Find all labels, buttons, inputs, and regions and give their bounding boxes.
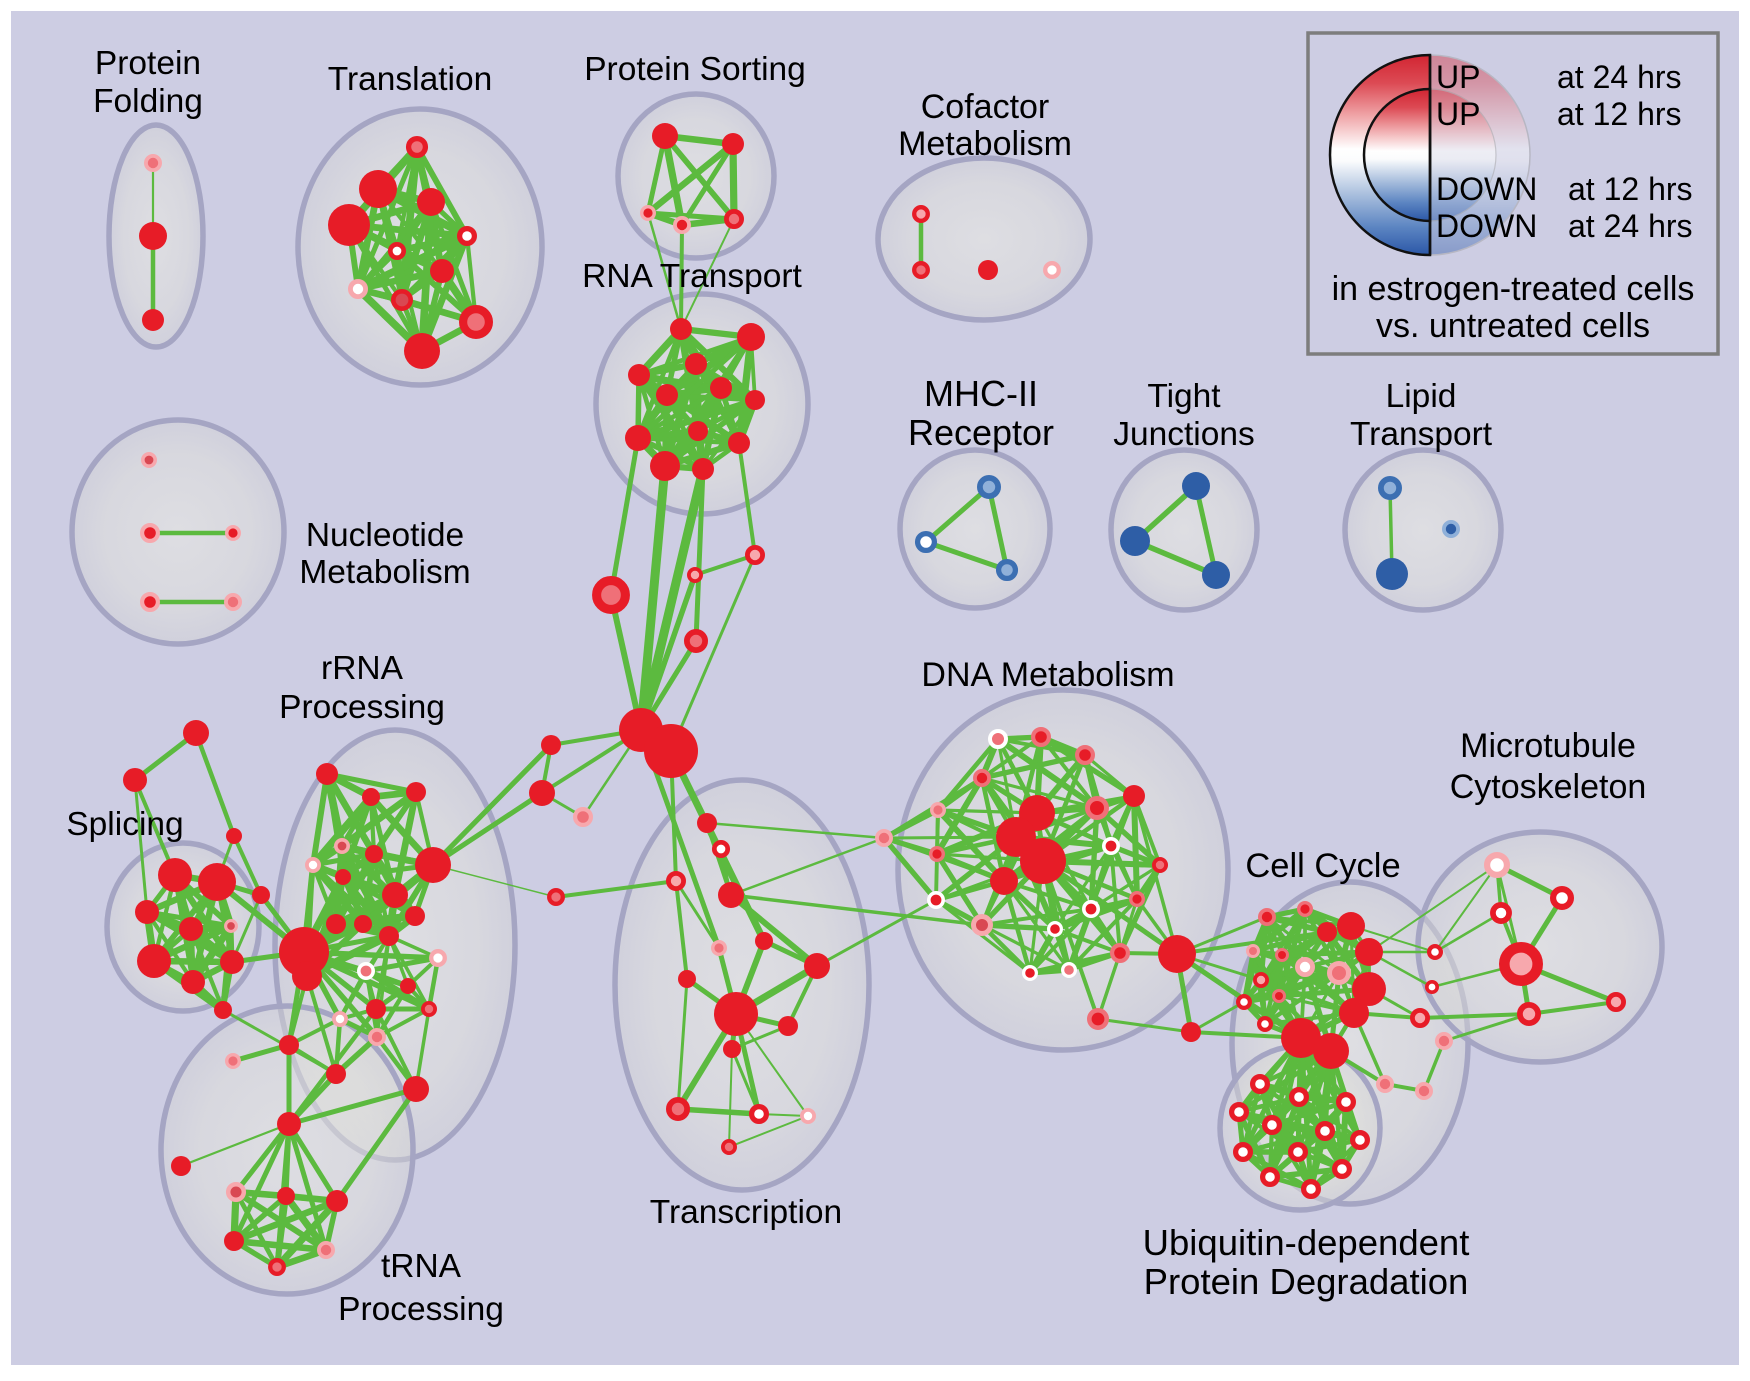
svg-text:Junctions: Junctions <box>1113 416 1255 453</box>
svg-text:Processing: Processing <box>338 1291 504 1328</box>
svg-text:Metabolism: Metabolism <box>299 554 470 591</box>
svg-text:Transcription: Transcription <box>650 1194 842 1231</box>
svg-text:DOWN: DOWN <box>1436 208 1537 244</box>
svg-text:Receptor: Receptor <box>908 412 1054 453</box>
svg-text:at 12 hrs: at 12 hrs <box>1568 171 1693 207</box>
svg-text:DOWN: DOWN <box>1436 171 1537 207</box>
svg-text:Ubiquitin-dependent: Ubiquitin-dependent <box>1143 1222 1470 1263</box>
svg-text:Microtubule: Microtubule <box>1460 727 1636 765</box>
svg-text:Protein Degradation: Protein Degradation <box>1144 1261 1469 1302</box>
svg-text:UP: UP <box>1436 59 1480 95</box>
svg-text:UP: UP <box>1436 96 1480 132</box>
svg-text:Protein: Protein <box>95 45 201 82</box>
svg-text:Tight: Tight <box>1147 378 1221 415</box>
svg-text:tRNA: tRNA <box>381 1248 462 1285</box>
svg-text:at 24 hrs: at 24 hrs <box>1568 208 1693 244</box>
svg-text:at 24 hrs: at 24 hrs <box>1557 59 1682 95</box>
svg-text:Cell Cycle: Cell Cycle <box>1245 847 1400 885</box>
svg-text:Translation: Translation <box>328 61 492 98</box>
svg-text:Metabolism: Metabolism <box>898 125 1072 163</box>
svg-text:rRNA: rRNA <box>321 650 404 687</box>
svg-text:in estrogen-treated cells: in estrogen-treated cells <box>1332 270 1695 308</box>
svg-text:Cytoskeleton: Cytoskeleton <box>1450 768 1647 806</box>
svg-text:at 12 hrs: at 12 hrs <box>1557 96 1682 132</box>
svg-text:Transport: Transport <box>1350 416 1493 453</box>
svg-text:Processing: Processing <box>279 689 445 726</box>
svg-text:RNA Transport: RNA Transport <box>582 258 802 295</box>
svg-text:vs. untreated cells: vs. untreated cells <box>1376 307 1650 345</box>
svg-text:Protein Sorting: Protein Sorting <box>584 51 806 88</box>
svg-text:Folding: Folding <box>93 83 203 120</box>
svg-text:MHC-II: MHC-II <box>924 373 1038 414</box>
svg-text:Cofactor: Cofactor <box>921 88 1050 126</box>
svg-text:Nucleotide: Nucleotide <box>306 517 464 554</box>
svg-text:Splicing: Splicing <box>66 806 183 843</box>
svg-text:Lipid: Lipid <box>1386 378 1457 415</box>
svg-text:DNA Metabolism: DNA Metabolism <box>921 656 1174 694</box>
